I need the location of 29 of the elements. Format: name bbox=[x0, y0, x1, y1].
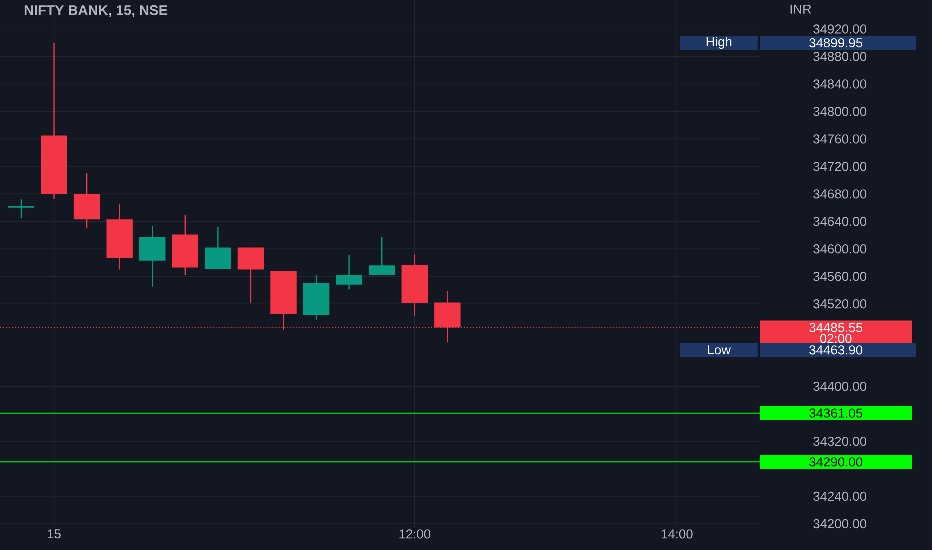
y-tick-label: 34680.00 bbox=[814, 190, 867, 199]
text: 34463.90 bbox=[810, 346, 863, 355]
y-tick-label: 34640.00 bbox=[814, 217, 867, 226]
y-tick-label: 34920.00 bbox=[814, 24, 867, 34]
annotation: Low bbox=[708, 346, 732, 355]
chart-title: NIFTY BANK, 15, NSE bbox=[24, 5, 168, 18]
y-tick-label: 34240.00 bbox=[814, 492, 867, 502]
x-tick-label: 15 bbox=[48, 530, 61, 539]
y-tick-label: 34400.00 bbox=[814, 382, 867, 392]
y-tick-label: 34320.00 bbox=[814, 436, 867, 446]
y-tick-label: 34720.00 bbox=[814, 162, 867, 172]
y-tick-label: 34880.00 bbox=[814, 52, 867, 62]
y-tick-label: 34560.00 bbox=[814, 272, 867, 282]
x-tick-label: 14:00 bbox=[662, 530, 693, 539]
text: 02:00 bbox=[820, 334, 852, 344]
y-tick-label: 34760.00 bbox=[814, 134, 867, 144]
y-tick-label: 34800.00 bbox=[814, 107, 867, 116]
ref-line-label: 34361.05 bbox=[810, 408, 863, 418]
y-tick-label: 34600.00 bbox=[814, 244, 867, 254]
x-tick-label: 12:00 bbox=[400, 530, 431, 539]
annotation: High bbox=[706, 36, 732, 50]
y-tick-label: 34840.00 bbox=[814, 80, 867, 89]
candlestick bbox=[8, 199, 35, 219]
ref-line-label: 34290.00 bbox=[810, 458, 863, 467]
y-tick-label: 34200.00 bbox=[814, 519, 867, 529]
y-tick-label: 34520.00 bbox=[814, 299, 867, 309]
text: 34899.95 bbox=[810, 38, 863, 48]
ref-line-label: 34485.55 bbox=[810, 323, 863, 332]
y-axis-title: INR bbox=[790, 4, 812, 14]
